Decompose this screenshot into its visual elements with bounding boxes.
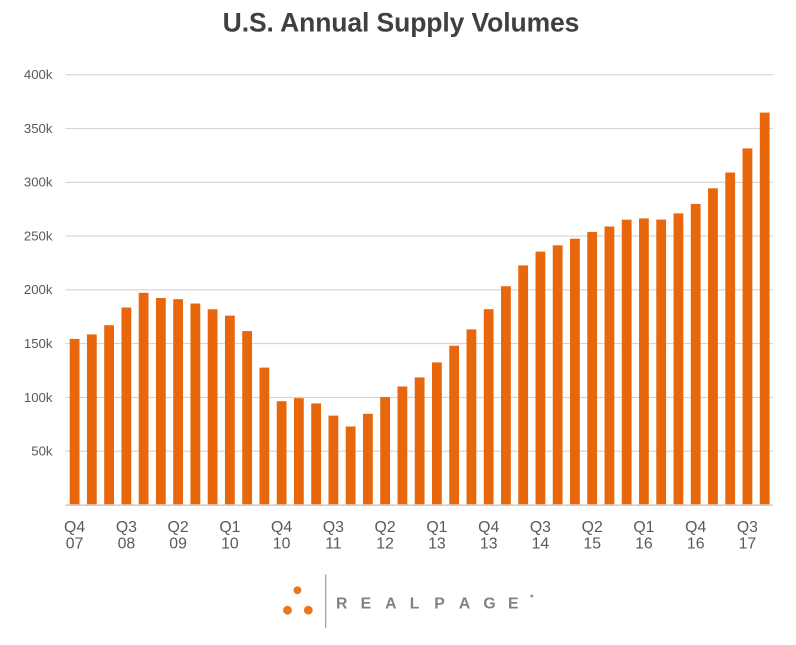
svg-text:E: E [508,596,519,613]
svg-text:15: 15 [583,536,601,553]
svg-text:E: E [361,596,372,613]
svg-text:200k: 200k [24,282,53,297]
svg-text:Q3: Q3 [323,519,344,536]
svg-text:Q4: Q4 [64,519,85,536]
svg-text:50k: 50k [31,444,53,459]
svg-text:150k: 150k [24,336,53,351]
svg-text:A: A [459,596,470,613]
svg-text:Q4: Q4 [478,519,499,536]
svg-text:16: 16 [687,536,705,553]
svg-text:14: 14 [532,536,550,553]
svg-text:07: 07 [66,536,84,553]
svg-text:Q2: Q2 [582,519,603,536]
svg-text:10: 10 [273,536,291,553]
svg-text:09: 09 [169,536,187,553]
svg-text:10: 10 [221,536,239,553]
svg-text:R: R [336,596,348,613]
svg-text:100k: 100k [24,390,53,405]
svg-text:Q4: Q4 [271,519,292,536]
svg-text:U.S. Annual Supply Volumes: U.S. Annual Supply Volumes [223,8,580,38]
svg-text:16: 16 [635,536,653,553]
svg-text:Q4: Q4 [685,519,706,536]
svg-text:13: 13 [480,536,498,553]
svg-text:11: 11 [325,536,342,553]
svg-text:400k: 400k [24,67,53,82]
svg-text:17: 17 [739,536,757,553]
svg-text:Q3: Q3 [737,519,758,536]
svg-text:A: A [385,596,396,613]
svg-text:12: 12 [376,536,394,553]
svg-text:Q1: Q1 [426,519,447,536]
svg-text:Q3: Q3 [116,519,137,536]
svg-text:P: P [434,596,445,613]
svg-text:Q2: Q2 [168,519,189,536]
svg-text:Q1: Q1 [219,519,240,536]
svg-text:250k: 250k [24,229,53,244]
svg-text:300k: 300k [24,175,53,190]
svg-text:350k: 350k [24,121,53,136]
svg-text:G: G [483,596,495,613]
svg-text:13: 13 [428,536,446,553]
svg-text:Q3: Q3 [530,519,551,536]
svg-text:08: 08 [118,536,136,553]
svg-text:Q1: Q1 [633,519,654,536]
svg-text:Q2: Q2 [375,519,396,536]
svg-text:L: L [410,596,420,613]
